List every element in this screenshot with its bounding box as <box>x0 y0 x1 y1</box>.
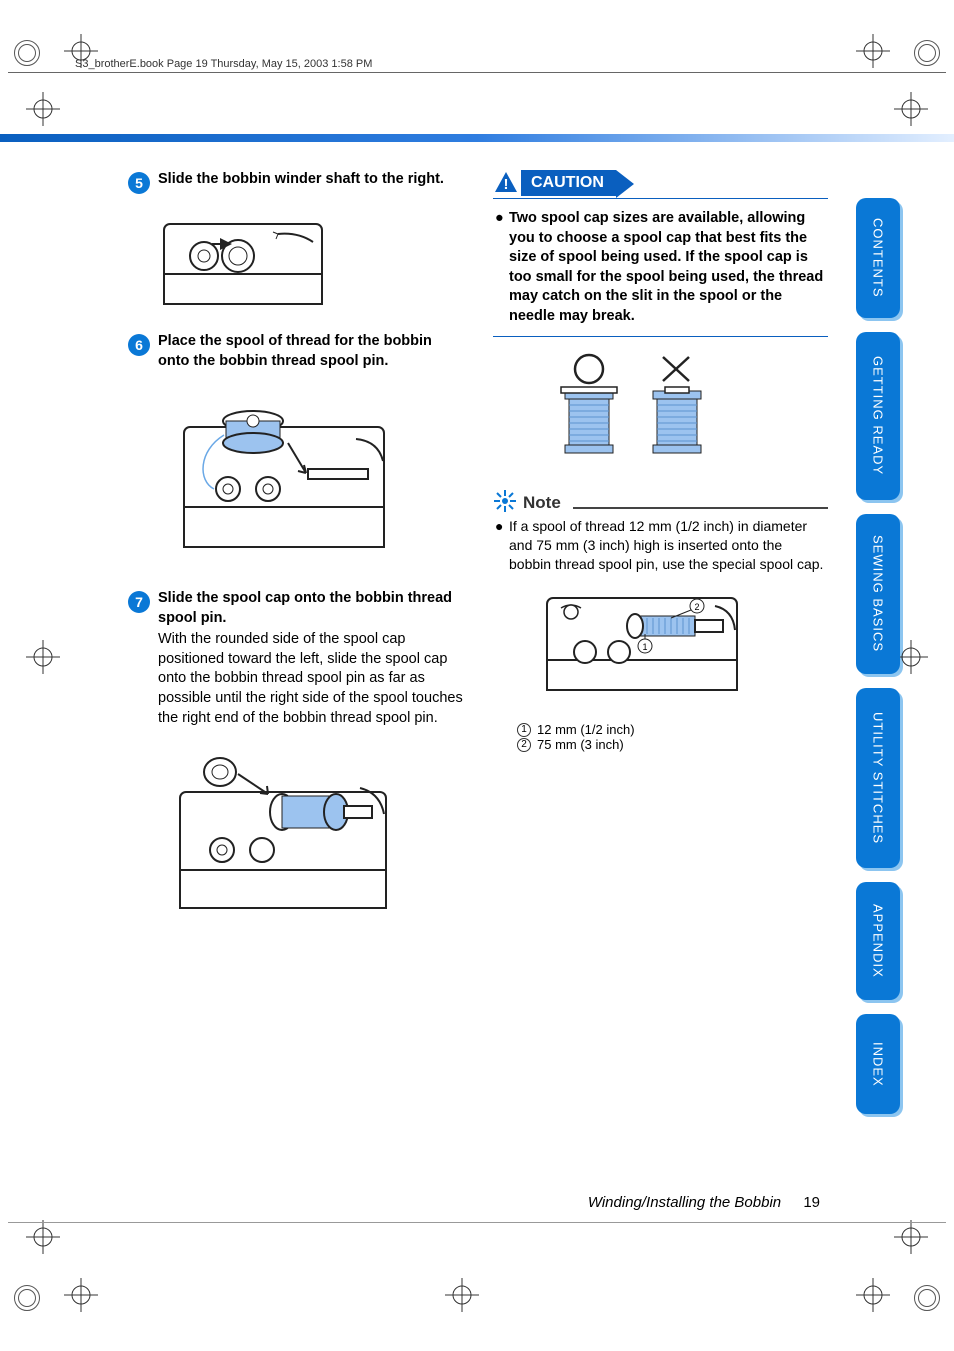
left-column: 5 Slide the bobbin winder shaft to the r… <box>128 170 463 946</box>
section-tab[interactable]: UTILITY STITCHES <box>856 688 900 868</box>
section-tab[interactable]: APPENDIX <box>856 882 900 1000</box>
crop-header-rule <box>8 72 946 73</box>
illustration-step6 <box>158 381 463 571</box>
step-number: 7 <box>128 591 150 613</box>
note-label: Note <box>523 493 561 513</box>
step-title: Slide the spool cap onto the bobbin thre… <box>158 589 463 628</box>
reg-mark <box>894 92 928 131</box>
step-7: 7 Slide the spool cap onto the bobbin th… <box>128 589 463 728</box>
reg-mark <box>26 640 60 679</box>
page-banner <box>0 134 954 142</box>
reg-mark <box>26 1220 60 1259</box>
page-footer: Winding/Installing the Bobbin 19 <box>0 1194 820 1211</box>
step-5: 5 Slide the bobbin winder shaft to the r… <box>128 170 463 194</box>
section-tab[interactable]: SEWING BASICS <box>856 514 900 674</box>
crop-circle-tl <box>14 40 40 66</box>
crop-header-text: S3_brotherE.book Page 19 Thursday, May 1… <box>75 58 372 70</box>
callout-text: 12 mm (1/2 inch) <box>537 722 635 737</box>
caution-text: Two spool cap sizes are available, allow… <box>509 209 826 326</box>
reg-mark <box>856 34 890 73</box>
crop-circle-bl <box>14 1285 40 1311</box>
note-header: Note <box>493 489 828 513</box>
callout-number: 1 <box>517 723 531 737</box>
footer-title: Winding/Installing the Bobbin <box>588 1194 781 1211</box>
callout-row: 1 12 mm (1/2 inch) <box>517 722 828 737</box>
section-tab[interactable]: GETTING READY <box>856 332 900 500</box>
svg-text:!: ! <box>504 176 509 193</box>
bullet-icon: ● <box>495 517 509 574</box>
reg-mark <box>856 1278 890 1317</box>
illustration-step7 <box>158 738 463 928</box>
reg-mark <box>894 1220 928 1259</box>
step-6: 6 Place the spool of thread for the bobb… <box>128 332 463 371</box>
step-number: 6 <box>128 334 150 356</box>
note-text: If a spool of thread 12 mm (1/2 inch) in… <box>509 517 826 574</box>
step-title: Slide the bobbin winder shaft to the rig… <box>158 170 444 190</box>
caution-box: ! CAUTION ● Two spool cap sizes are avai… <box>493 170 828 337</box>
callout-number: 2 <box>517 738 531 752</box>
svg-text:1: 1 <box>642 642 647 652</box>
note-icon <box>493 489 517 513</box>
caution-icon: ! <box>493 170 519 196</box>
step-title: Place the spool of thread for the bobbin… <box>158 332 463 371</box>
right-column: ! CAUTION ● Two spool cap sizes are avai… <box>493 170 828 946</box>
crop-circle-tr <box>914 40 940 66</box>
callout-row: 2 75 mm (3 inch) <box>517 737 828 752</box>
illustration-note: 2 1 <box>537 584 828 704</box>
illustration-spool-compare <box>537 351 828 471</box>
note-callouts: 1 12 mm (1/2 inch) 2 75 mm (3 inch) <box>517 722 828 752</box>
illustration-step5 <box>158 204 463 314</box>
section-tabs: CONTENTS GETTING READY SEWING BASICS UTILIT… <box>856 198 900 1114</box>
caution-label: CAUTION <box>521 170 616 196</box>
crop-circle-br <box>914 1285 940 1311</box>
bullet-icon: ● <box>495 209 509 326</box>
callout-text: 75 mm (3 inch) <box>537 737 624 752</box>
reg-mark <box>64 1278 98 1317</box>
section-tab[interactable]: INDEX <box>856 1014 900 1114</box>
section-tab[interactable]: CONTENTS <box>856 198 900 318</box>
step-body: With the rounded side of the spool cap p… <box>158 630 463 728</box>
reg-mark <box>445 1278 479 1317</box>
step-number: 5 <box>128 172 150 194</box>
svg-text:2: 2 <box>694 602 699 612</box>
footer-page: 19 <box>803 1194 820 1211</box>
footer-rule <box>8 1222 946 1223</box>
reg-mark <box>26 92 60 131</box>
